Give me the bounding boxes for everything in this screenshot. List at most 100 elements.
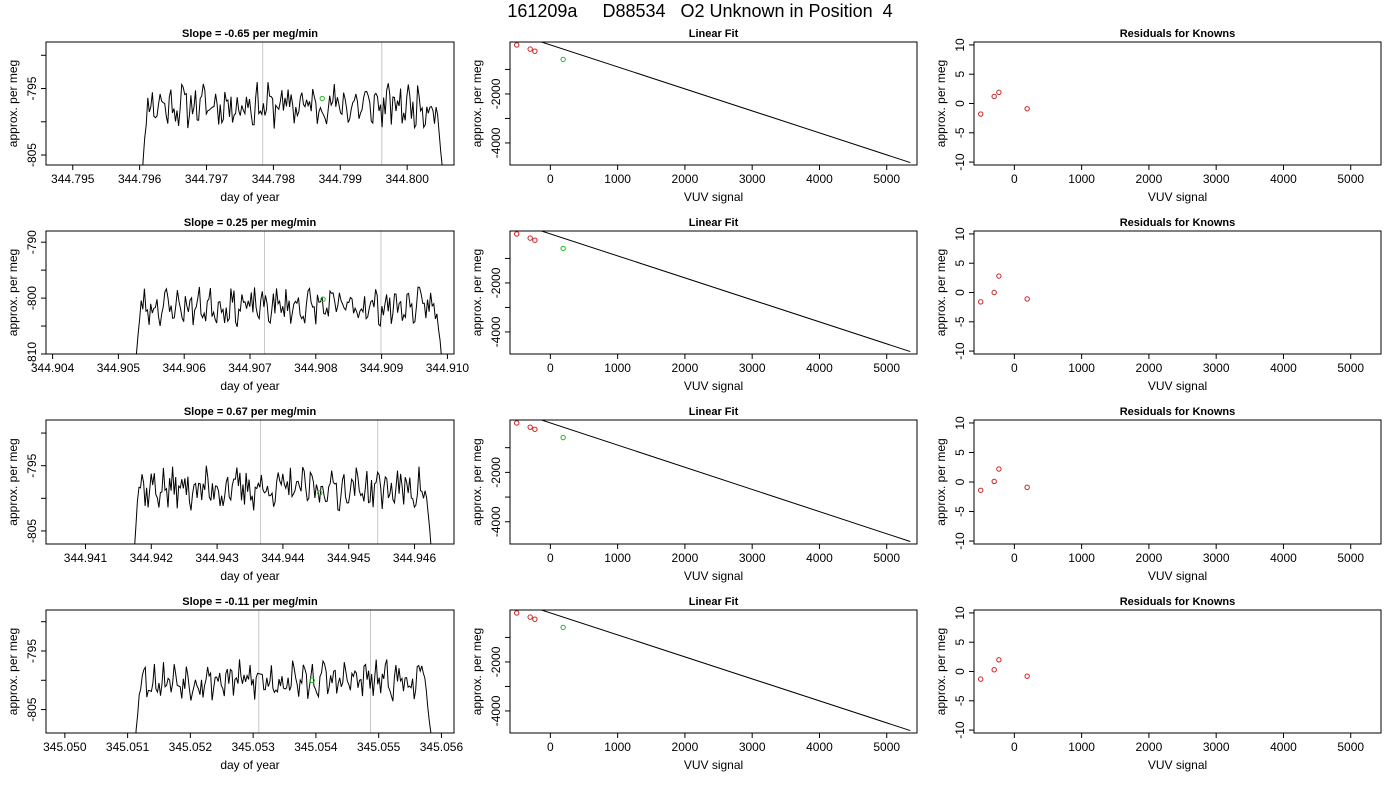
y-axis-label: approx. per meg <box>470 438 484 525</box>
known-point <box>527 235 533 241</box>
x-tick-label: 1000 <box>604 740 631 754</box>
chart-panel-2-1: Linear Fit 0 1000 2000 3000 4000 5000 VUV signa… <box>470 28 918 204</box>
y-axis-label: approx. per meg <box>470 249 484 336</box>
fit-line <box>539 420 911 543</box>
y-tick-label: -795 <box>25 76 39 100</box>
y-axis-label: approx. per meg <box>6 628 20 715</box>
x-tick-label: 2000 <box>672 172 699 186</box>
x-tick-label: 3000 <box>739 740 766 754</box>
known-point <box>996 466 1002 472</box>
x-tick-label: 344.799 <box>319 172 363 186</box>
y-tick-label: 5 <box>953 260 967 267</box>
plot-area <box>514 610 911 732</box>
chart-panel-3-2: Residuals for Knowns 0 1000 2000 3000 4000 500… <box>934 217 1382 393</box>
y-tick-label: -795 <box>25 453 39 477</box>
plot-frame <box>509 41 918 166</box>
unknown-point <box>319 95 325 102</box>
chart-title: Residuals for Knowns <box>1120 406 1236 418</box>
x-tick-label: 345.053 <box>231 740 275 754</box>
known-point <box>514 610 520 616</box>
x-tick-label: 0 <box>1011 361 1018 375</box>
unknown-point <box>309 677 315 683</box>
y-tick-label: -2000 <box>489 646 503 677</box>
x-axis-label: VUV signal <box>684 190 743 204</box>
y-tick-label: -10 <box>953 532 967 550</box>
chart-panel-2-2: Linear Fit 0 1000 2000 3000 4000 5000 VUV signa… <box>470 217 918 393</box>
known-point <box>532 237 538 243</box>
x-tick-label: 344.941 <box>64 551 108 565</box>
y-tick-label: 5 <box>953 449 967 456</box>
x-tick-label: 344.904 <box>31 361 75 375</box>
x-tick-label: 1000 <box>1068 740 1095 754</box>
x-tick-label: 4000 <box>1270 172 1297 186</box>
x-tick-label: 5000 <box>1337 361 1364 375</box>
x-tick-label: 3000 <box>1203 740 1230 754</box>
x-tick-label: 344.908 <box>294 361 338 375</box>
x-tick-label: 344.798 <box>252 172 296 186</box>
known-point <box>996 89 1002 96</box>
y-tick-label: -5 <box>953 506 967 517</box>
known-point <box>1024 106 1030 112</box>
x-tick-label: 1000 <box>604 172 631 186</box>
x-tick-label: 344.945 <box>327 551 371 565</box>
y-tick-label: 0 <box>953 478 967 485</box>
x-tick-label: 3000 <box>739 551 766 565</box>
unknown-point <box>560 56 566 63</box>
unknown-point <box>560 245 566 252</box>
fit-line <box>539 610 911 732</box>
y-axis-label: approx. per meg <box>934 249 948 336</box>
chart-title: Slope = 0.25 per meg/min <box>184 217 317 229</box>
unknown-point <box>317 490 323 496</box>
x-tick-label: 5000 <box>873 172 900 186</box>
data-line <box>135 659 432 733</box>
x-tick-label: 0 <box>547 172 554 186</box>
known-point <box>996 273 1002 279</box>
x-axis-label: day of year <box>220 190 279 204</box>
x-axis-label: day of year <box>220 379 279 393</box>
y-tick-label: -5 <box>953 127 967 138</box>
x-tick-label: 5000 <box>873 740 900 754</box>
x-tick-label: 344.909 <box>360 361 404 375</box>
x-tick-label: 344.796 <box>118 172 162 186</box>
x-tick-label: 344.795 <box>51 172 95 186</box>
plot-frame <box>973 41 1382 166</box>
plot-frame <box>45 419 455 545</box>
y-tick-label: 10 <box>953 416 967 430</box>
y-tick-label: -10 <box>953 153 967 171</box>
x-axis-label: VUV signal <box>684 379 743 393</box>
chart-title: Residuals for Knowns <box>1120 28 1236 40</box>
plot-frame <box>45 609 455 734</box>
x-tick-label: 2000 <box>672 361 699 375</box>
x-tick-label: 3000 <box>1203 172 1230 186</box>
known-point <box>514 42 520 48</box>
known-point <box>527 614 533 620</box>
y-tick-label: -2000 <box>489 267 503 298</box>
unknown-point <box>560 624 566 631</box>
plot-area <box>135 286 442 354</box>
y-tick-label: 5 <box>953 71 967 78</box>
plot-area <box>514 42 911 164</box>
known-point <box>532 616 538 622</box>
plot-area <box>514 231 911 353</box>
x-tick-label: 5000 <box>1337 551 1364 565</box>
y-tick-label: 10 <box>953 606 967 620</box>
x-tick-label: 344.905 <box>97 361 141 375</box>
x-axis-label: day of year <box>220 569 279 583</box>
data-line <box>134 465 432 544</box>
known-point <box>978 487 984 493</box>
data-line <box>135 286 442 354</box>
chart-panel-3-1: Residuals for Knowns 0 1000 2000 3000 4000 500… <box>934 28 1382 204</box>
x-tick-label: 4000 <box>806 551 833 565</box>
y-axis-label: approx. per meg <box>6 249 20 336</box>
y-tick-label: 10 <box>953 38 967 52</box>
x-tick-label: 2000 <box>672 551 699 565</box>
fit-line <box>539 42 911 164</box>
known-point <box>1024 484 1030 491</box>
y-tick-label: -800 <box>25 286 39 310</box>
plot-frame <box>509 230 918 355</box>
known-point <box>527 46 533 52</box>
plot-area <box>135 659 432 733</box>
y-tick-label: -10 <box>953 342 967 360</box>
x-tick-label: 1000 <box>1068 361 1095 375</box>
x-tick-label: 345.050 <box>43 740 87 754</box>
